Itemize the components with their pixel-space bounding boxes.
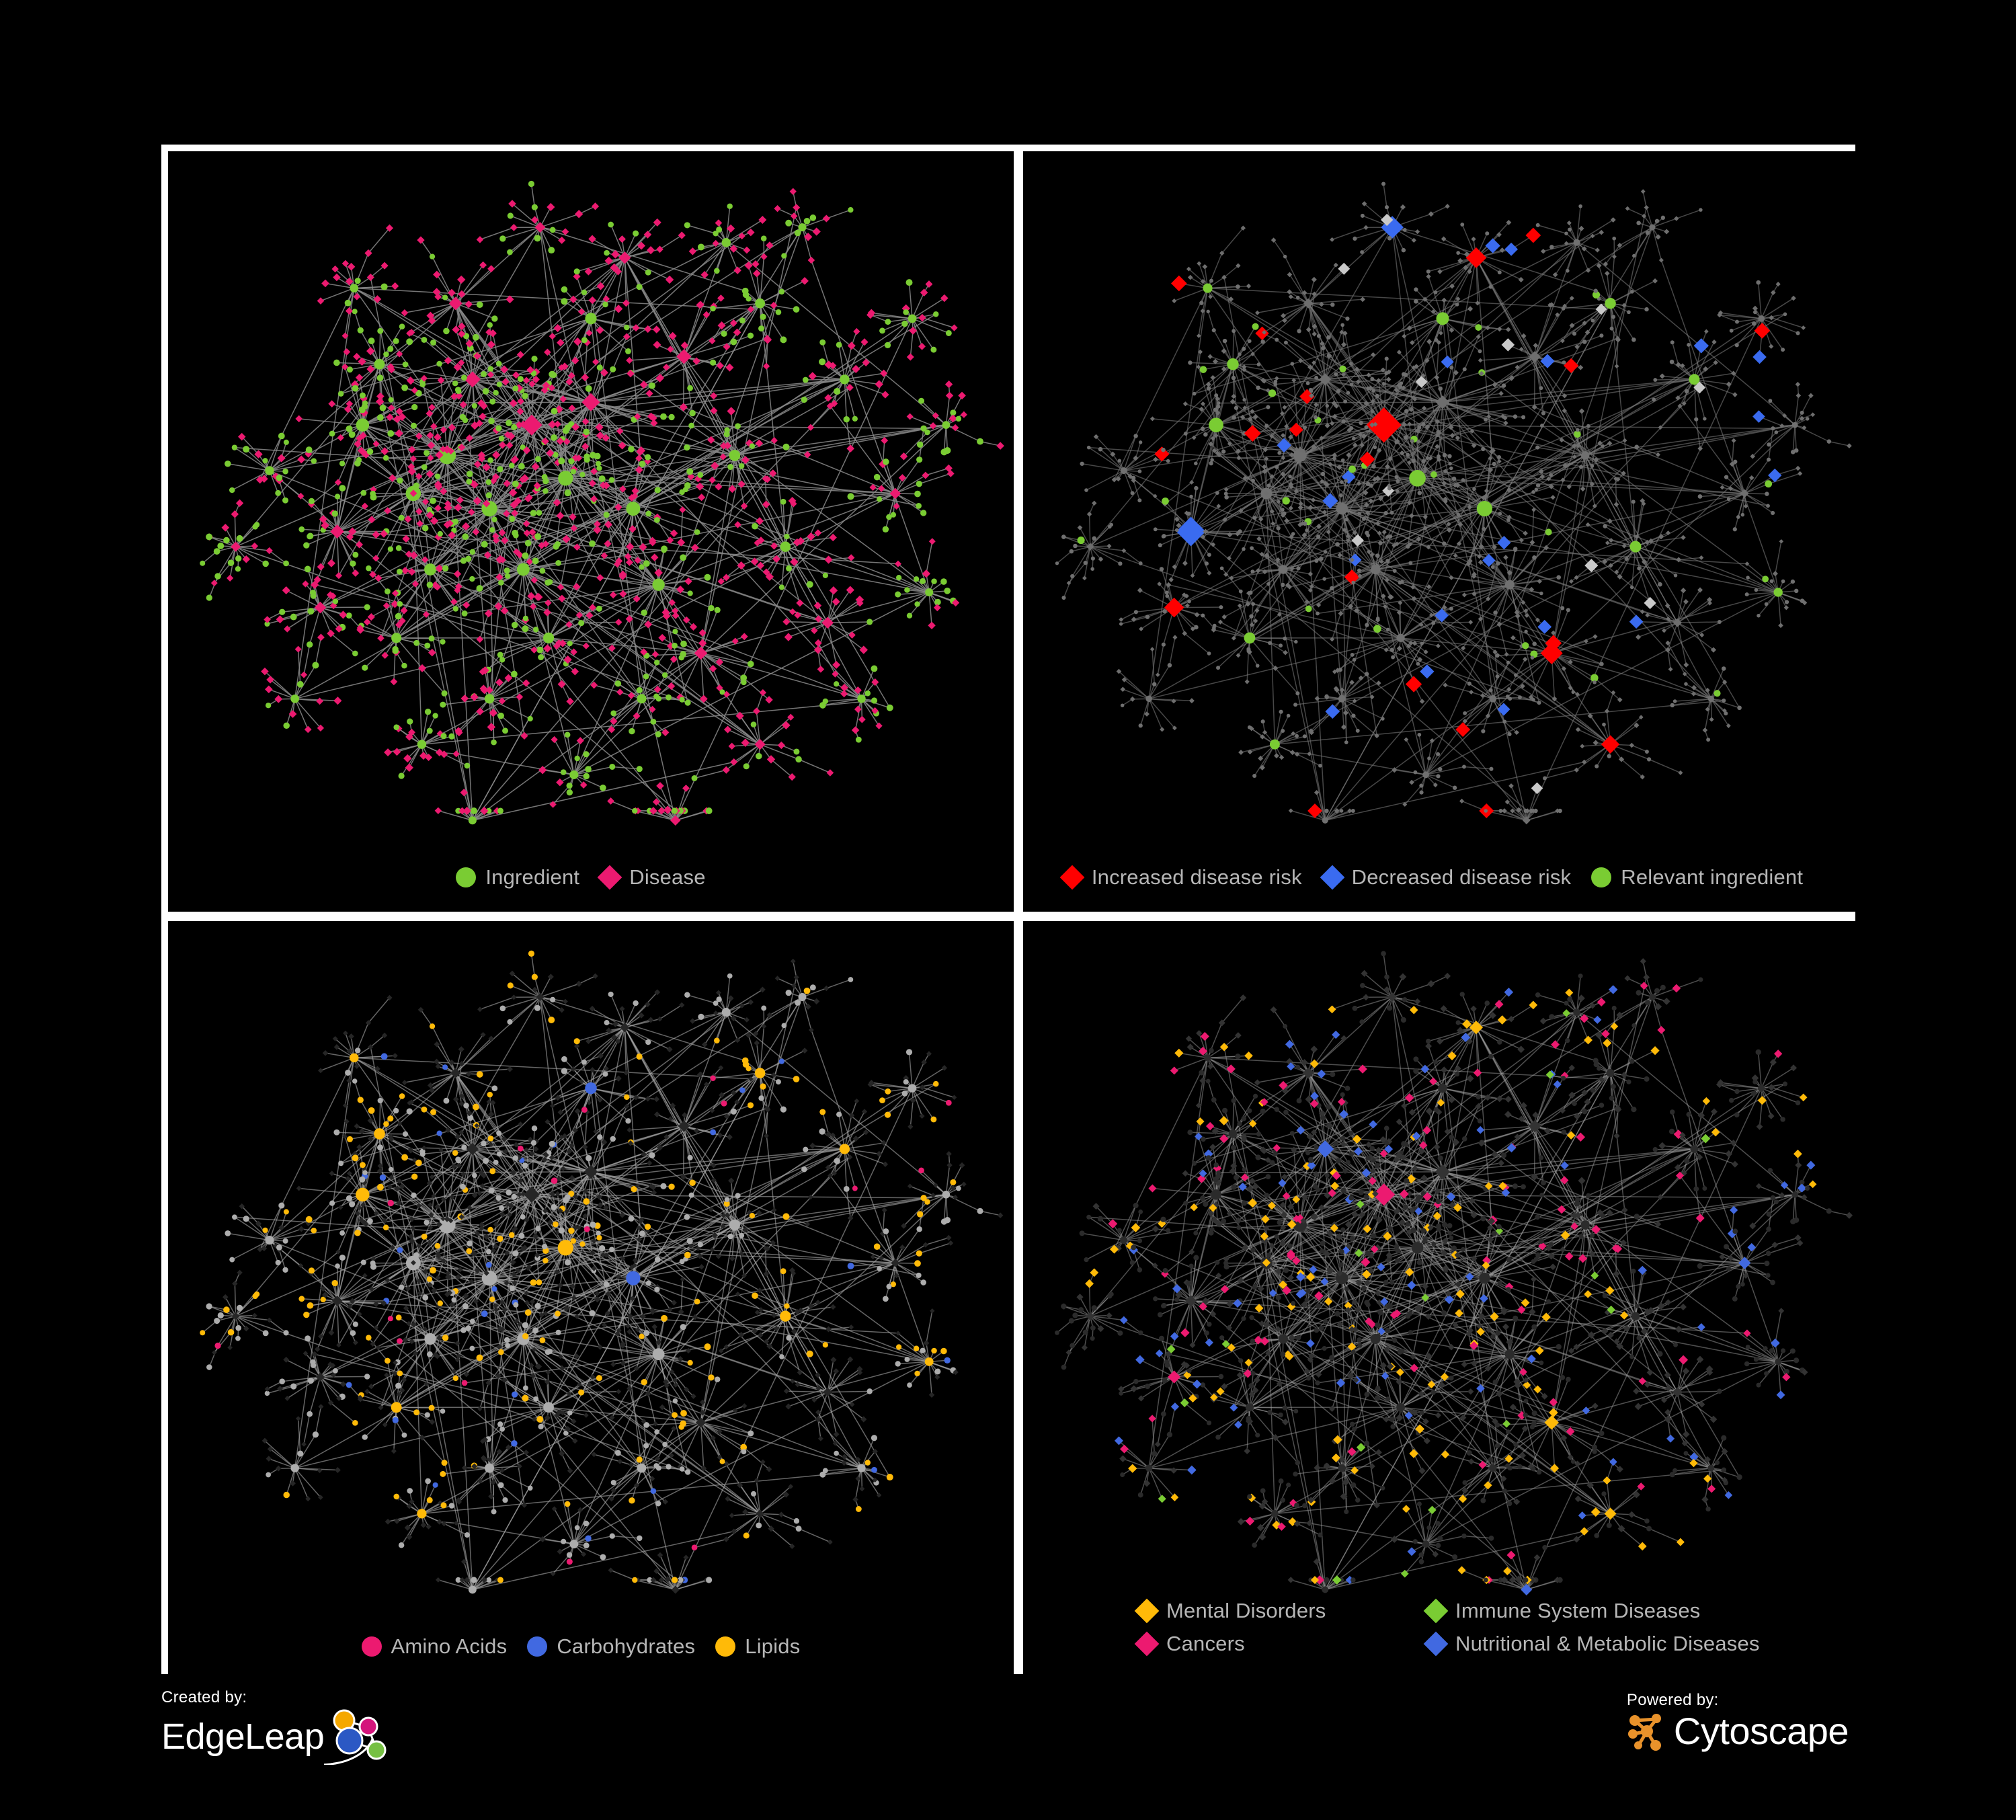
panel-ingredient-disease[interactable]: Ingredient Disease — [168, 151, 1014, 912]
network-canvas-disease-risk[interactable] — [1023, 151, 1862, 912]
figure-footer: Created by: EdgeLeap Powered by: — [161, 1684, 1855, 1785]
powered-by-kicker: Powered by: — [1626, 1691, 1719, 1709]
panel-disease-risk[interactable]: Increased disease risk Decreased disease… — [1023, 151, 1862, 912]
cytoscape-wordmark: Cytoscape — [1673, 1710, 1849, 1752]
network-canvas-ingredient-disease[interactable] — [168, 151, 1014, 912]
network-canvas-nutrient-class[interactable] — [168, 921, 1014, 1681]
panel-nutrient-class[interactable]: Amino Acids Carbohydrates Lipids — [168, 921, 1014, 1681]
edgeleap-nodes-icon — [324, 1709, 387, 1765]
network-canvas-disease-class[interactable] — [1023, 921, 1862, 1681]
panel-disease-class[interactable]: Mental Disorders Immune System Diseases … — [1023, 921, 1862, 1681]
figure-frame: Ingredient Disease Increased disease ris… — [161, 145, 1862, 1681]
powered-by-cytoscape-logo: Powered by: — [1627, 1691, 1849, 1751]
created-by-edgeleap-logo: Created by: EdgeLeap — [161, 1688, 398, 1765]
edgeleap-wordmark: EdgeLeap — [161, 1716, 325, 1757]
created-by-kicker: Created by: — [161, 1688, 247, 1706]
cytoscape-network-icon — [1627, 1714, 1661, 1751]
